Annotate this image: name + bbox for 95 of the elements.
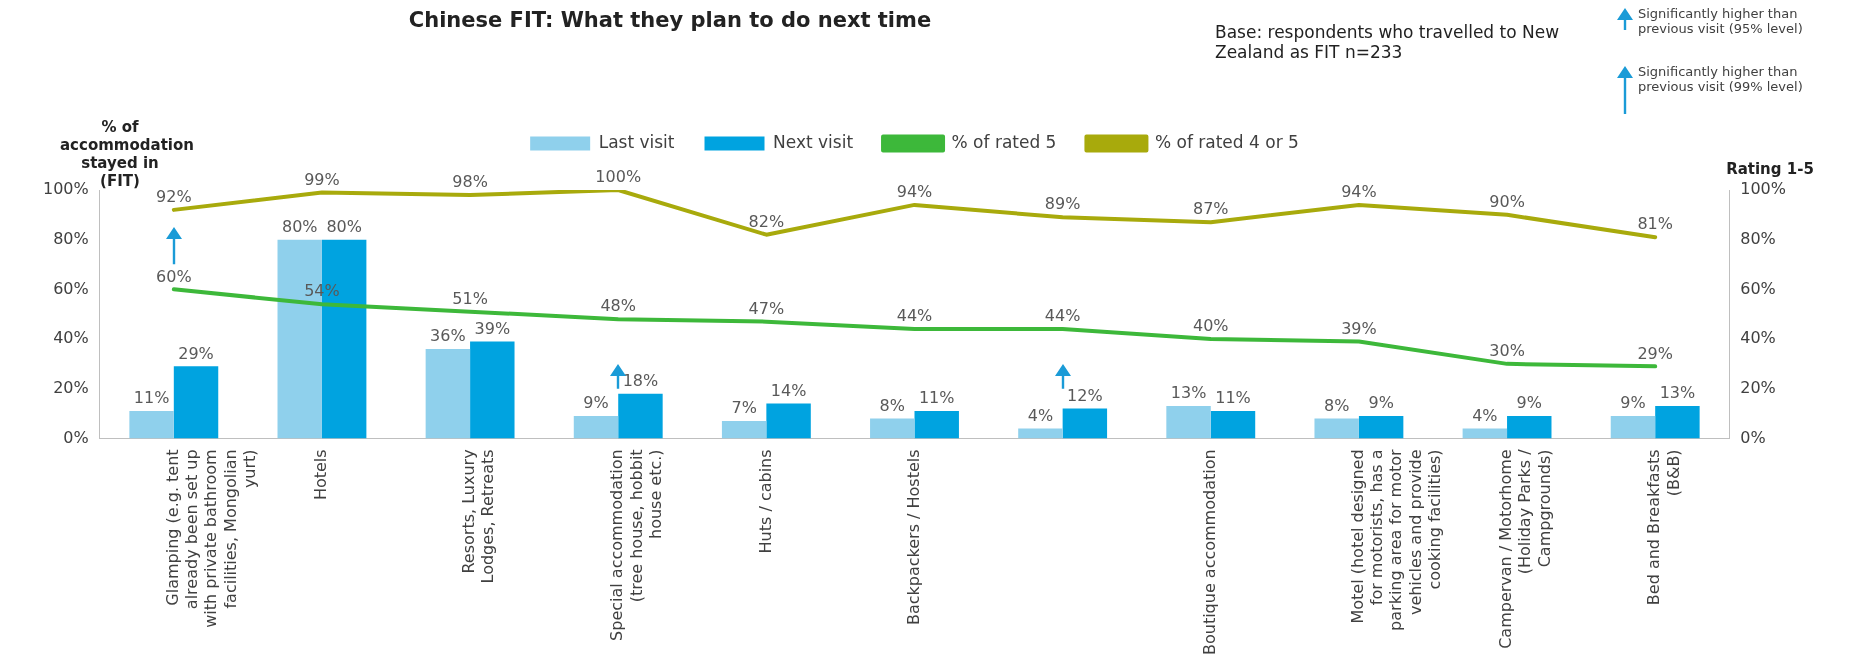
text: Base: respondents who travelled to New Zealand as FIT n=233 (1215, 22, 1561, 62)
legend-label: % of rated 5 (951, 131, 1057, 152)
data-label: 44% (1044, 306, 1081, 326)
bar (870, 418, 915, 439)
data-label: 30% (1489, 341, 1525, 361)
data-label: 9% (1620, 393, 1646, 413)
data-label: 11% (1215, 388, 1251, 408)
data-label: 80% (281, 216, 318, 236)
bar (914, 411, 959, 439)
data-label: 94% (1341, 182, 1377, 202)
bar (1018, 428, 1063, 439)
data-label: 92% (156, 187, 192, 207)
data-label: 29% (1637, 343, 1673, 363)
y-tick-label: 100% (42, 179, 89, 199)
bar (1507, 416, 1552, 439)
y2-tick-label: 20% (1740, 377, 1776, 397)
bar (573, 416, 619, 439)
data-label: 89% (1044, 194, 1081, 214)
data-label: 4% (1472, 405, 1498, 425)
x-tick-label: Resorts, Luxury Lodges, Retreats (459, 449, 498, 584)
bar (618, 393, 663, 439)
y2-tick-label: 40% (1740, 328, 1776, 348)
y-tick-label: 40% (53, 328, 89, 348)
data-label: 47% (748, 298, 785, 318)
data-label: 39% (474, 318, 511, 338)
y-tick-label: 80% (53, 228, 89, 248)
data-label: 11% (918, 388, 955, 408)
data-label: 7% (731, 398, 757, 418)
bar (1314, 418, 1359, 439)
bar (1210, 411, 1256, 439)
data-label: 4% (1027, 405, 1054, 425)
data-label: 99% (304, 169, 340, 189)
x-tick-label: Backpackers / Hostels (903, 449, 923, 626)
bar (173, 366, 219, 439)
data-label: 48% (600, 296, 637, 316)
bar (1062, 408, 1108, 439)
bar (766, 403, 811, 439)
data-label: 60% (156, 266, 192, 286)
x-tick-label: Glamping (e.g. tent already been set up with private bathroom facilities, Mongolian yurt) (162, 449, 259, 628)
data-label: 8% (1324, 395, 1350, 415)
data-label: 100% (595, 167, 642, 187)
x-tick-label: Bed and Breakfasts (B&B) (1644, 449, 1683, 606)
data-label: 82% (748, 211, 785, 231)
data-label: 18% (622, 370, 659, 390)
data-label: 9% (583, 393, 609, 413)
data-label: 98% (452, 172, 488, 192)
x-tick-label: Huts / cabins (755, 449, 775, 554)
y2-axis-title: Rating 1-5 (1725, 160, 1815, 178)
bar (1655, 406, 1700, 439)
data-label: 13% (1170, 383, 1207, 403)
data-label: 87% (1192, 199, 1229, 219)
data-label: 8% (879, 395, 905, 415)
bar (470, 341, 515, 439)
data-label: 44% (896, 306, 933, 326)
y2-tick-label: 100% (1740, 179, 1787, 199)
bar (1358, 416, 1404, 439)
data-label: 9% (1516, 393, 1542, 413)
bar (721, 421, 767, 439)
y-tick-label: 60% (53, 278, 89, 298)
bar (1610, 416, 1656, 439)
x-tick-label: Hotels (311, 449, 331, 501)
data-label: 9% (1368, 393, 1394, 413)
legend-label: % of rated 4 or 5 (1154, 131, 1299, 152)
x-tick-label: Motel (hotel designed for motorists, has a parking area for motor vehicles and provide cooking facilities) (1348, 448, 1444, 631)
data-label: 36% (430, 326, 466, 346)
y2-tick-label: 0% (1740, 427, 1766, 447)
y-tick-label: 0% (63, 427, 89, 447)
data-label: 90% (1489, 192, 1525, 211)
data-label: 14% (770, 380, 807, 400)
x-tick-label: Boutique accommodation (1199, 449, 1219, 655)
bar (425, 348, 471, 439)
data-label: 80% (326, 216, 362, 236)
y2-tick-label: 80% (1740, 228, 1776, 248)
legend-label: Next visit (773, 131, 854, 152)
text: Significantly higher than previous visit (95% level) (1638, 6, 1804, 36)
data-label: 13% (1659, 383, 1696, 403)
data-label: 54% (304, 281, 340, 301)
data-label: 11% (133, 388, 170, 408)
data-label: 51% (452, 288, 488, 308)
x-tick-label: Special accommodation (tree house, hobbit house etc.) (607, 449, 665, 641)
data-label: 12% (1067, 385, 1103, 405)
data-label: 39% (1341, 318, 1377, 338)
data-label: 81% (1637, 214, 1673, 234)
y2-tick-label: 60% (1740, 278, 1776, 298)
data-label: 94% (896, 182, 933, 202)
legend-label: Last visit (598, 131, 675, 152)
data-label: 29% (178, 343, 214, 363)
text: Significantly higher than previous visit (99% level) (1638, 64, 1804, 94)
x-tick-label: Campervan / Motorhome (Holiday Parks / Campgrounds) (1496, 448, 1554, 649)
y-tick-label: 20% (53, 377, 89, 397)
bar (1166, 406, 1211, 439)
chart-title: Chinese FIT: What they plan to do next time (407, 8, 933, 32)
data-label: 40% (1192, 316, 1229, 336)
bar (129, 411, 174, 439)
bar (1462, 428, 1508, 439)
